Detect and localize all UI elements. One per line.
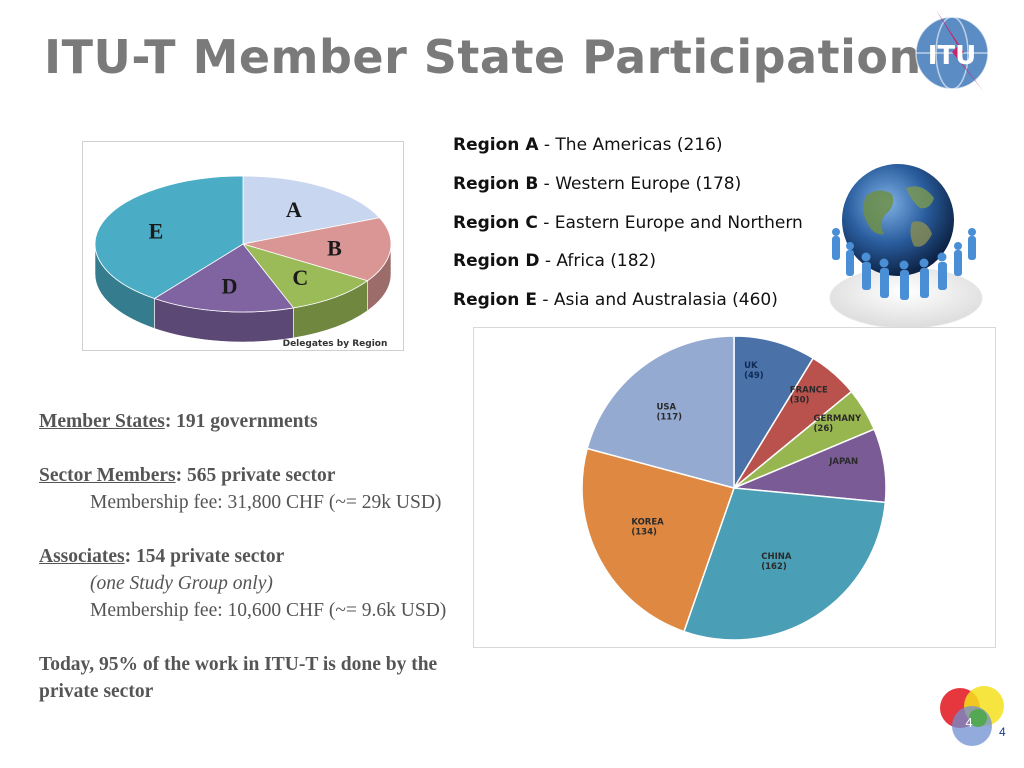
sector-members-label: Sector Members bbox=[39, 465, 176, 486]
country-slice-label: USA (117) bbox=[657, 403, 683, 423]
sector-members-value: : 565 private sector bbox=[175, 465, 336, 486]
region-desc: - The Americas (216) bbox=[538, 135, 723, 155]
region-slice-D bbox=[153, 243, 295, 313]
sector-fee: Membership fee: 31,800 CHF (~= 29k USD) bbox=[90, 492, 442, 513]
country-pie-chart: UK (49) FRANCE (30) GERMANY (26) JAPAN CHINA (16… bbox=[473, 327, 996, 648]
country-slice-label: FRANCE (30) bbox=[790, 386, 828, 406]
country-slice-label: GERMANY (26) bbox=[814, 414, 862, 434]
country-slice-korea bbox=[581, 447, 735, 633]
region-slice-label: B bbox=[327, 236, 342, 261]
region-legend-row: Region B - Western Europe (178) bbox=[453, 173, 818, 212]
region-desc: - Asia and Australasia (460) bbox=[536, 290, 778, 311]
country-slice-label: JAPAN bbox=[828, 457, 858, 467]
member-states-line: Member States: 191 governments bbox=[39, 408, 519, 435]
country-slice-china bbox=[683, 487, 887, 641]
region-name: Region B bbox=[453, 173, 539, 194]
region-name: Region D bbox=[453, 251, 540, 272]
country-slice-label: UK (49) bbox=[744, 361, 764, 381]
region-legend-row: Region A - The Americas (216) bbox=[453, 134, 818, 173]
region-slice-A bbox=[242, 175, 381, 245]
member-states-label: Member States bbox=[39, 411, 165, 432]
country-slice-usa bbox=[586, 335, 735, 489]
footer-circles-logo: 4 bbox=[936, 684, 1008, 750]
member-states-value: : 191 governments bbox=[164, 411, 318, 432]
country-slice-label: KOREA (134) bbox=[631, 518, 664, 538]
region-legend-row: Region C - Eastern Europe and Northern bbox=[453, 212, 818, 251]
country-slice-uk bbox=[733, 335, 815, 491]
associates-fee: Membership fee: 10,600 CHF (~= 9.6k USD) bbox=[90, 600, 447, 621]
region-slice-label: C bbox=[292, 265, 308, 290]
sector-members-line: Sector Members: 565 private sector bbox=[39, 462, 519, 489]
region-name: Region C bbox=[453, 212, 538, 233]
itu-logo-text: ITU bbox=[928, 41, 977, 71]
itu-logo: ITU bbox=[906, 6, 996, 96]
region-legend: Region A - The Americas (216) Region B -… bbox=[453, 134, 818, 328]
region-slice-label: D bbox=[222, 274, 238, 299]
region-desc: - Africa (182) bbox=[539, 251, 656, 272]
today-line-2: private sector bbox=[39, 681, 154, 702]
footer-logo-number: 4 bbox=[965, 715, 972, 730]
associates-value: : 154 private sector bbox=[124, 546, 285, 567]
region-slice-B bbox=[242, 217, 392, 282]
region-legend-row: Region D - Africa (182) bbox=[453, 250, 818, 289]
page-number: 4 bbox=[999, 725, 1006, 739]
associates-label: Associates bbox=[39, 546, 125, 567]
country-slice-label: CHINA (162) bbox=[761, 552, 792, 572]
region-desc: - Eastern Europe and Northern bbox=[537, 212, 803, 233]
region-slice-label: A bbox=[286, 197, 302, 222]
membership-info: Member States: 191 governments Sector Me… bbox=[39, 408, 519, 705]
region-chart-title: Delegates by Region bbox=[283, 339, 388, 349]
region-name: Region E bbox=[453, 290, 537, 311]
region-slice-label: E bbox=[149, 219, 164, 244]
region-desc: - Western Europe (178) bbox=[538, 173, 742, 194]
region-slice-E bbox=[94, 175, 244, 299]
associates-note: (one Study Group only) bbox=[90, 573, 273, 594]
region-name: Region A bbox=[453, 135, 539, 155]
region-slice-C bbox=[241, 243, 369, 309]
region-legend-row: Region E - Asia and Australasia (460) bbox=[453, 289, 818, 328]
today-line-1: Today, 95% of the work in ITU-T is done … bbox=[39, 654, 438, 675]
slide-title: ITU-T Member State Participation bbox=[44, 30, 922, 84]
globe-people-image bbox=[826, 158, 986, 333]
associates-line: Associates: 154 private sector bbox=[39, 543, 519, 570]
